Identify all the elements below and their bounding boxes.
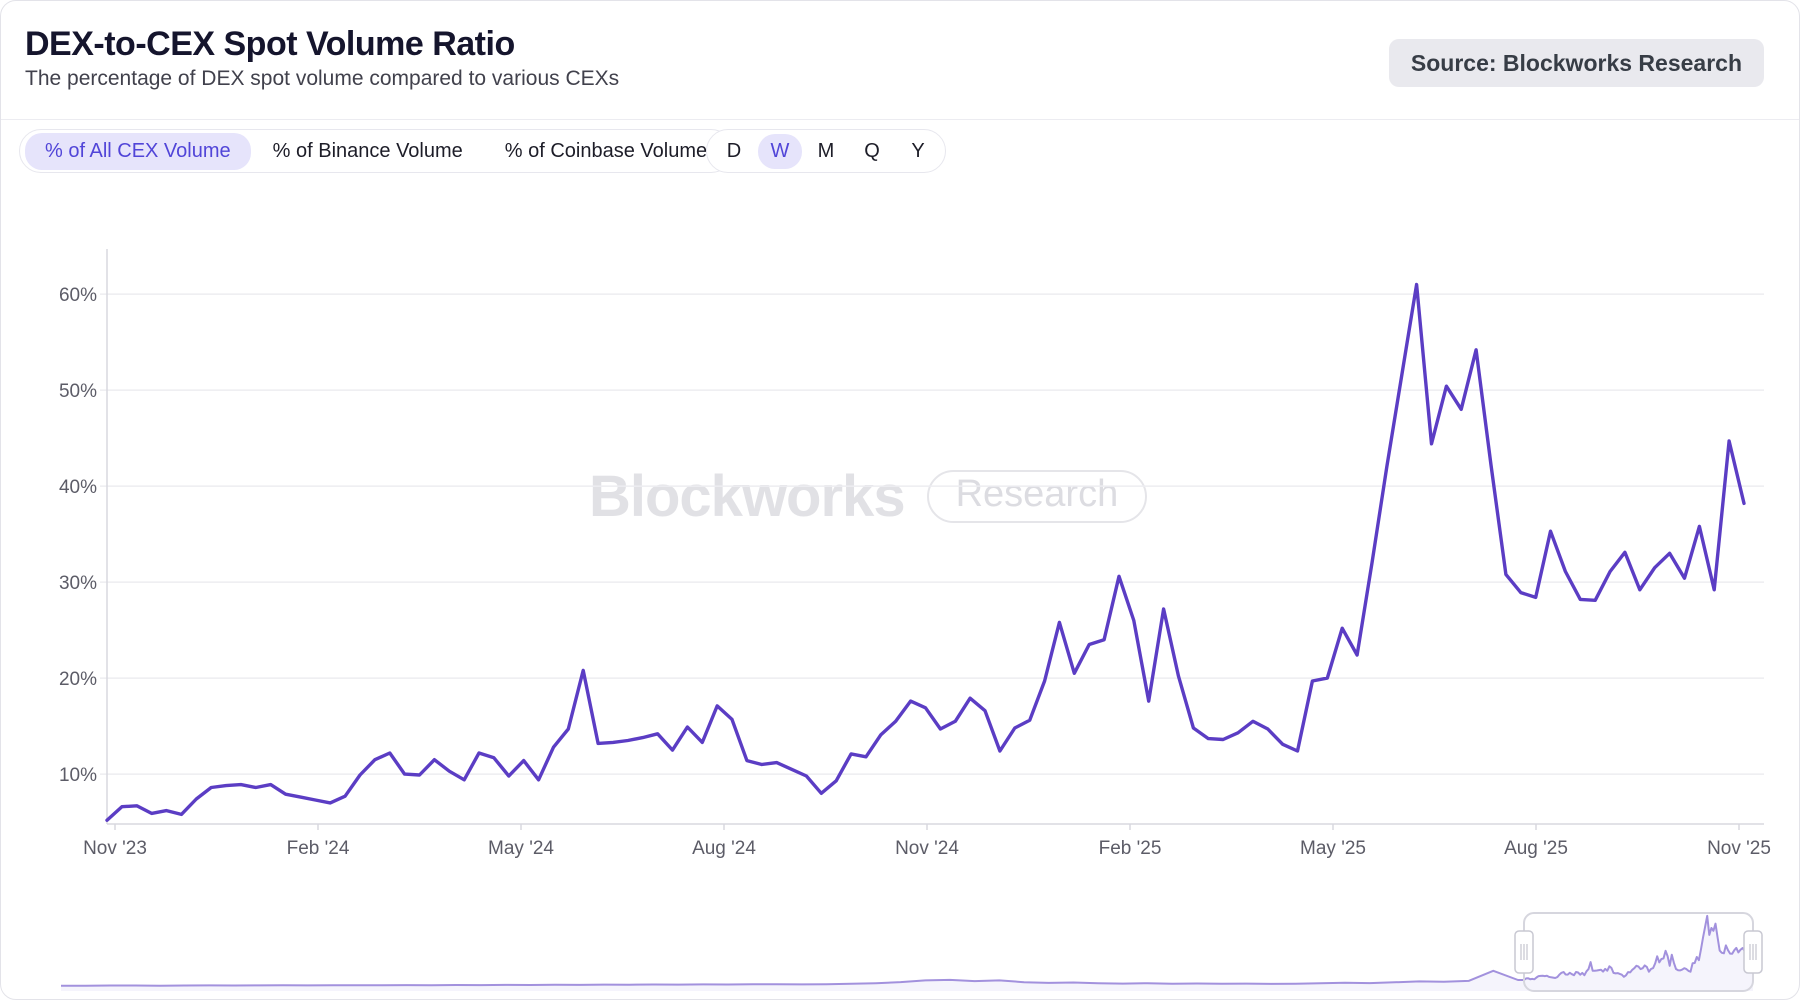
period-button-Q[interactable]: Q (864, 139, 880, 162)
period-button-W[interactable]: W (758, 133, 802, 169)
metric-tab-group: % of All CEX Volume % of Binance Volume % … (19, 129, 734, 173)
main-series-line (105, 282, 1746, 822)
x-axis-labels: Nov '23 Feb '24 May '24 Aug '24 Nov '24 Feb '… (83, 824, 1771, 859)
x-axis-label-4: Nov '24 (895, 838, 959, 859)
x-axis-label-7: Aug '25 (1504, 838, 1568, 859)
watermark-brand: Blockworks (589, 464, 906, 529)
header: DEX-to-CEX Spot Volume Ratio The percent… (1, 1, 1799, 119)
y-axis-label-30: 30% (59, 573, 97, 594)
source-badge: Source: Blockworks Research (1388, 39, 1764, 87)
grid-lines: 10% 20% 30% 40% 50% 60% (59, 285, 1764, 786)
y-axis-label-20: 20% (59, 669, 97, 690)
y-axis-label-50: 50% (59, 381, 97, 402)
x-axis-label-2: May '24 (488, 838, 554, 859)
x-axis-label-6: May '25 (1300, 838, 1366, 859)
watermark-research-badge: Research (926, 470, 1148, 523)
metric-tab-0[interactable]: % of All CEX Volume (25, 132, 251, 170)
metric-tab-1[interactable]: % of Binance Volume (272, 139, 463, 162)
x-axis-label-3: Aug '24 (692, 838, 756, 859)
x-axis-label-1: Feb '24 (287, 838, 350, 859)
toolbar: % of All CEX Volume % of Binance Volume % … (1, 129, 1799, 175)
period-button-M[interactable]: M (817, 139, 835, 162)
navigator-right-handle[interactable] (1743, 930, 1763, 974)
navigator-left-handle[interactable] (1514, 930, 1534, 974)
page-subtitle: The percentage of DEX spot volume compar… (25, 67, 620, 90)
x-axis-label-8: Nov '25 (1707, 838, 1771, 859)
y-axis-label-60: 60% (59, 285, 97, 306)
navigator-line (61, 914, 1754, 987)
period-button-D[interactable]: D (726, 139, 742, 162)
y-axis-label-10: 10% (59, 765, 97, 786)
x-axis-label-0: Nov '23 (83, 838, 147, 859)
y-axis-label-40: 40% (59, 477, 97, 498)
metric-tab-2[interactable]: % of Coinbase Volume (504, 139, 708, 162)
page-title: DEX-to-CEX Spot Volume Ratio (25, 25, 515, 63)
period-button-Y[interactable]: Y (911, 139, 925, 162)
x-axis-label-5: Feb '25 (1099, 838, 1162, 859)
navigator-area-fill (61, 915, 1753, 991)
header-divider (1, 119, 1799, 120)
watermark: Blockworks Research (589, 463, 1148, 530)
